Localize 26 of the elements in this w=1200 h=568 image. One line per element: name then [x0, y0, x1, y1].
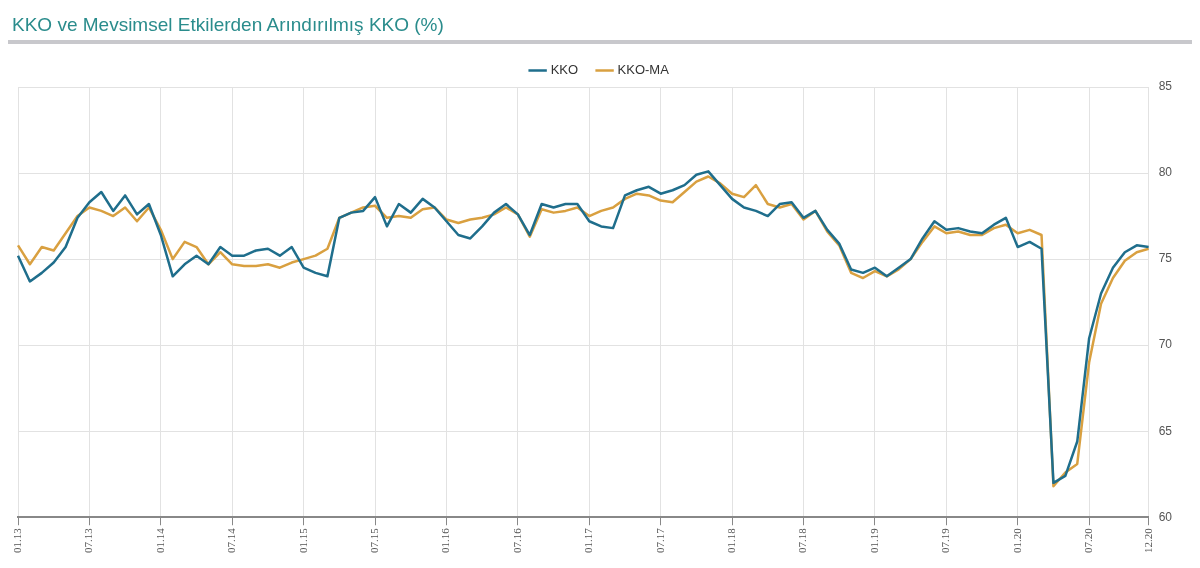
chart-title: KKO ve Mevsimsel Etkilerden Arındırılmış KKO (%)	[8, 8, 1192, 44]
y-tick-label: 75	[1158, 251, 1173, 266]
y-tick-label: 80	[1158, 165, 1173, 180]
x-tick-label: 07.20	[1082, 527, 1095, 553]
x-tick-label: 07.19	[939, 527, 952, 553]
x-tick-label: 01.19	[867, 527, 880, 553]
x-tick-label: 07.14	[225, 527, 238, 553]
x-tick-label: 01.20	[1010, 527, 1023, 553]
x-tick-label: 07.17	[653, 527, 666, 553]
x-tick-label: 01.13	[10, 527, 23, 553]
y-tick-label: 65	[1158, 423, 1173, 438]
y-tick-label: 70	[1158, 337, 1173, 352]
x-tick-label: 01.18	[724, 527, 737, 553]
y-tick-label: 60	[1158, 509, 1173, 524]
x-tick-label: 01.14	[153, 527, 166, 553]
legend-label: KKO-MA	[617, 62, 670, 78]
x-tick-label: 01.15	[296, 527, 309, 553]
x-tick-label: 01.16	[439, 527, 452, 553]
x-tick-label: 07.13	[82, 527, 95, 553]
y-tick-label: 85	[1158, 79, 1173, 94]
x-tick-label: 07.15	[367, 527, 380, 553]
x-tick-label: 07.16	[510, 527, 523, 553]
x-tick-label: 01.17	[582, 527, 595, 553]
x-tick-label: 12.20	[1141, 527, 1154, 553]
legend-label: KKO	[550, 62, 579, 78]
x-tick-label: 07.18	[796, 527, 809, 553]
